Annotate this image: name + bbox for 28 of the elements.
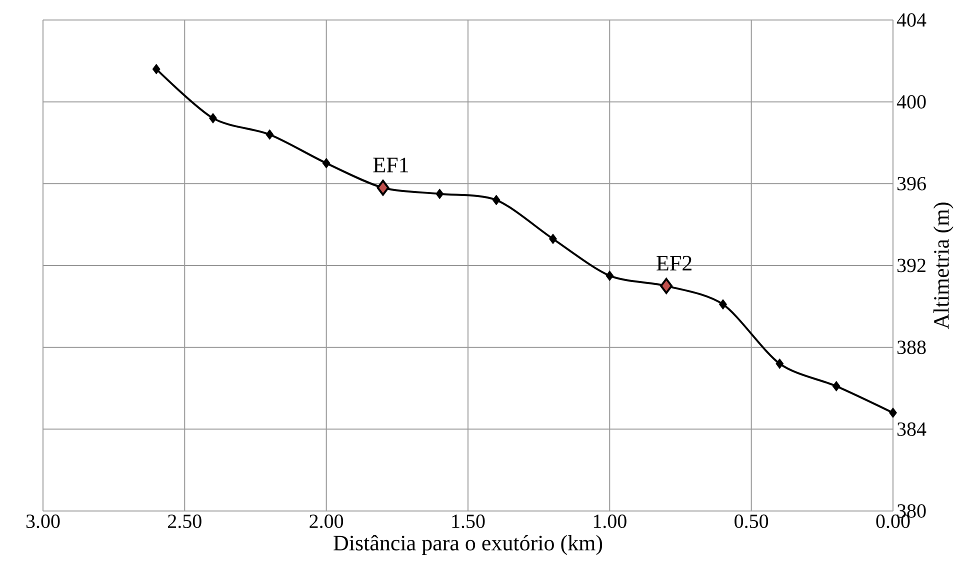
x-tick-label: 1.50 <box>452 514 485 528</box>
y-tick-label: 388 <box>897 340 926 354</box>
y-tick-label: 384 <box>897 422 926 436</box>
point <box>322 158 330 168</box>
x-tick-label: 0.50 <box>734 514 768 528</box>
point <box>266 129 274 140</box>
y-axis-title: Altimetria (m) <box>933 202 954 330</box>
x-tick-label: 2.00 <box>310 514 344 528</box>
y-tick-label: 396 <box>897 176 926 190</box>
annotation: EF2 <box>656 256 692 270</box>
point <box>492 194 500 206</box>
x-tick-label: 2.50 <box>168 514 202 528</box>
point <box>888 408 897 418</box>
y-tick-label: 392 <box>897 258 926 272</box>
annotation: EF1 <box>373 158 408 172</box>
point <box>152 64 160 74</box>
y-tick-label: 400 <box>896 95 926 109</box>
point <box>832 380 840 392</box>
y-tick-label: 404 <box>896 13 926 27</box>
point <box>776 358 784 369</box>
point <box>718 299 727 310</box>
x-tick-label: 1.00 <box>594 514 626 528</box>
point <box>548 234 557 244</box>
x-axis-title: Distância para o exutório (km) <box>334 534 602 555</box>
point <box>208 112 217 124</box>
x-tick-label: 3.00 <box>26 514 60 528</box>
point <box>606 270 614 281</box>
point <box>436 188 444 200</box>
